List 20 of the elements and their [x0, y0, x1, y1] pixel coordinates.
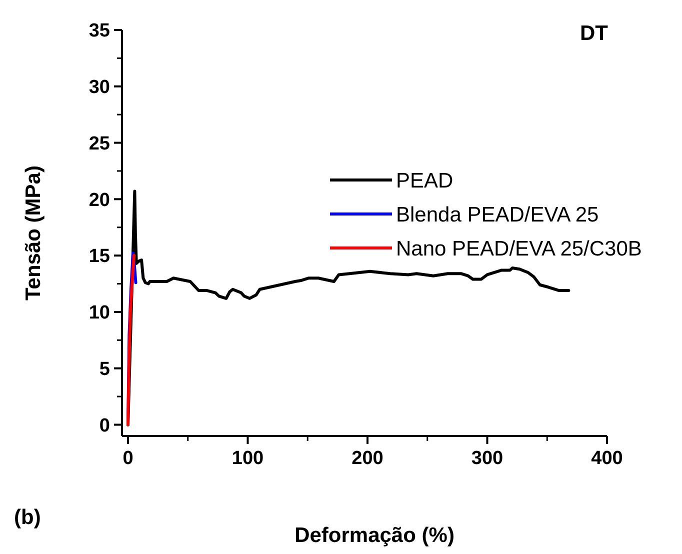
legend-label: Nano PEAD/EVA 25/C30B [396, 237, 642, 260]
y-tick-label: 0 [99, 415, 110, 436]
annotation: DT [580, 22, 608, 45]
x-axis-title: Deformação (%) [294, 524, 454, 547]
text: (b) [14, 506, 41, 529]
y-tick-label: 25 [88, 133, 110, 154]
x-tick-label: 200 [352, 448, 384, 469]
x-tick-label: 0 [122, 448, 134, 469]
y-tick-label: 30 [88, 77, 110, 98]
y-tick-label: 5 [99, 358, 110, 380]
y-tick-label: 15 [88, 246, 110, 268]
y-tick-label: 35 [88, 20, 110, 42]
x-tick-label: 300 [471, 448, 504, 469]
x-tick-label: 100 [232, 448, 264, 469]
y-tick-label: 20 [88, 190, 110, 211]
y-tick-label: 10 [88, 302, 110, 324]
x-tick-label: 400 [591, 448, 623, 469]
legend-label: Blenda PEAD/EVA 25 [396, 203, 599, 226]
legend-label: PEAD [396, 169, 454, 192]
y-axis-title: Tensão (MPa) [22, 166, 45, 300]
